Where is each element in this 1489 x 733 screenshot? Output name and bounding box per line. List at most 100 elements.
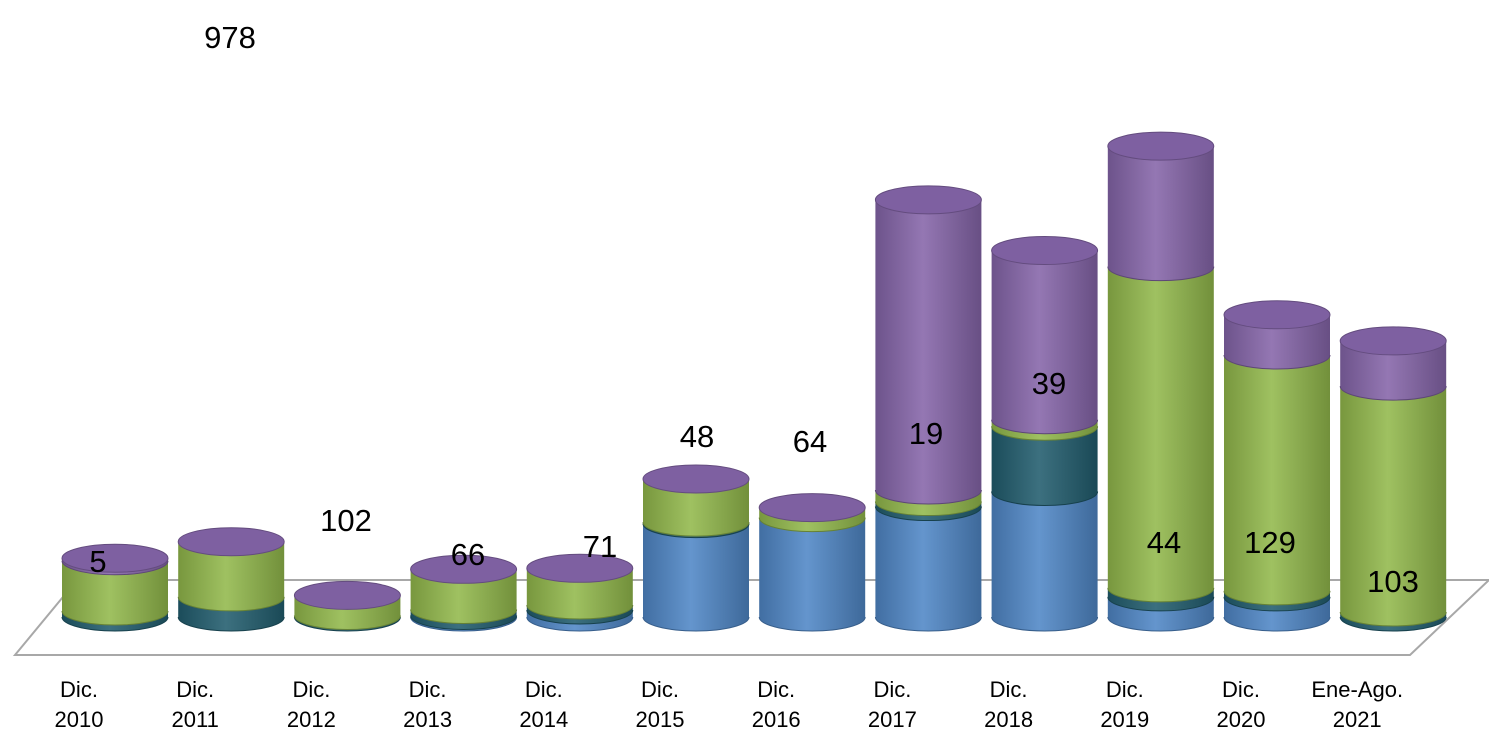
segment-seam	[61, 560, 169, 576]
category-tick-label: 2017	[868, 707, 917, 732]
bar-segment	[410, 609, 517, 630]
category-tick-label: Dic.	[1106, 677, 1144, 702]
data-label: 19	[909, 416, 943, 451]
data-label: 5	[89, 544, 106, 579]
segment-seam	[177, 596, 285, 612]
bar-segment	[1107, 266, 1214, 602]
bar-stack	[61, 543, 169, 632]
category-tick-label: Dic.	[990, 677, 1028, 702]
segment-seam	[874, 616, 982, 632]
category-tick-label: 2013	[403, 707, 452, 732]
segment-seam	[1339, 611, 1447, 627]
category-tick-label: 2014	[519, 707, 568, 732]
bar-segment	[991, 419, 1098, 441]
bar-segment	[1224, 354, 1330, 605]
bar-top-cap	[1339, 326, 1447, 356]
segment-seam	[1223, 590, 1331, 606]
bar-stack	[758, 493, 866, 632]
bar-segment	[294, 595, 401, 630]
bar-segment	[526, 609, 633, 631]
segment-seam	[991, 491, 1099, 506]
bars-layer	[61, 131, 1447, 632]
segment-seam	[293, 615, 401, 630]
data-label: 978	[204, 20, 256, 55]
bar-stack	[874, 185, 982, 632]
bar-segment	[991, 426, 1098, 506]
category-tick-label: Dic.	[409, 677, 447, 702]
data-label: 66	[451, 537, 485, 572]
segment-seam	[526, 604, 634, 620]
bar-segment	[1107, 146, 1214, 281]
segment-seam	[177, 616, 285, 632]
bar-segment	[759, 517, 866, 631]
data-label: 129	[1244, 525, 1296, 560]
segment-seam	[642, 522, 750, 537]
segment-seam	[1107, 596, 1215, 612]
data-label: 39	[1032, 366, 1066, 401]
segment-seam	[1223, 354, 1331, 370]
bar-top-cap	[526, 553, 634, 583]
segment-seam	[1223, 616, 1331, 632]
segment-seam	[1339, 386, 1447, 401]
bar-stack	[1107, 131, 1215, 632]
bar-segment	[759, 507, 866, 532]
bar-segment	[178, 596, 285, 631]
segment-seam	[874, 501, 982, 517]
bar-segment	[410, 569, 517, 624]
segment-seam	[758, 517, 866, 533]
category-labels-layer: Dic. 2010 Dic. 2011 Dic. 2012 Dic. 2013 Dic. 2014…	[55, 677, 1404, 732]
bar-segment	[1224, 596, 1330, 631]
data-label: 64	[793, 424, 827, 459]
segment-seam	[758, 616, 866, 632]
bar-top-cap	[758, 493, 866, 523]
data-label: 103	[1367, 564, 1419, 599]
category-tick-label: Ene-Ago.	[1311, 677, 1403, 702]
bar-top-cap	[1107, 131, 1215, 161]
bar-top-cap	[991, 236, 1099, 266]
bar-top-cap	[61, 543, 169, 573]
segment-seam	[991, 426, 1099, 441]
segment-seam	[1107, 616, 1215, 632]
bar-stack	[1339, 326, 1447, 632]
segment-seam	[642, 616, 750, 632]
bar-segment	[643, 478, 749, 537]
segment-seam	[293, 616, 401, 632]
segment-seam	[1107, 266, 1215, 282]
bar-segment	[643, 523, 749, 631]
category-tick-label: 2010	[55, 707, 104, 732]
category-tick-label: Dic.	[641, 677, 679, 702]
bar-top-cap	[642, 464, 750, 494]
segment-seam	[991, 419, 1099, 435]
segment-seam	[410, 615, 518, 630]
category-tick-label: 2018	[984, 707, 1033, 732]
category-tick-label: Dic.	[176, 677, 214, 702]
bar-segment	[875, 199, 982, 504]
category-tick-label: 2020	[1217, 707, 1266, 732]
segment-seam	[1223, 596, 1331, 612]
bar-segment	[1340, 611, 1447, 631]
bar-top-cap	[293, 580, 401, 610]
segment-seam	[61, 610, 169, 626]
bar-top-cap	[410, 554, 518, 584]
bar-top-cap	[177, 527, 285, 557]
bar-stack	[177, 527, 285, 632]
bar-stack	[1223, 300, 1331, 632]
category-tick-label: 2015	[636, 707, 685, 732]
bar-top-cap	[874, 185, 982, 215]
bar-stack	[410, 554, 518, 632]
category-tick-label: Dic.	[292, 677, 330, 702]
bar-stack	[642, 464, 750, 632]
segment-seam	[410, 616, 518, 632]
segment-seam	[526, 609, 634, 625]
data-label: 44	[1147, 525, 1181, 560]
category-tick-label: 2021	[1333, 707, 1382, 732]
segment-seam	[410, 609, 518, 624]
category-tick-label: Dic.	[757, 677, 795, 702]
bar-segment	[991, 250, 1098, 434]
bar-segment	[875, 501, 982, 521]
bar-segment	[526, 604, 633, 624]
category-tick-label: Dic.	[873, 677, 911, 702]
bar-stack	[526, 553, 634, 632]
